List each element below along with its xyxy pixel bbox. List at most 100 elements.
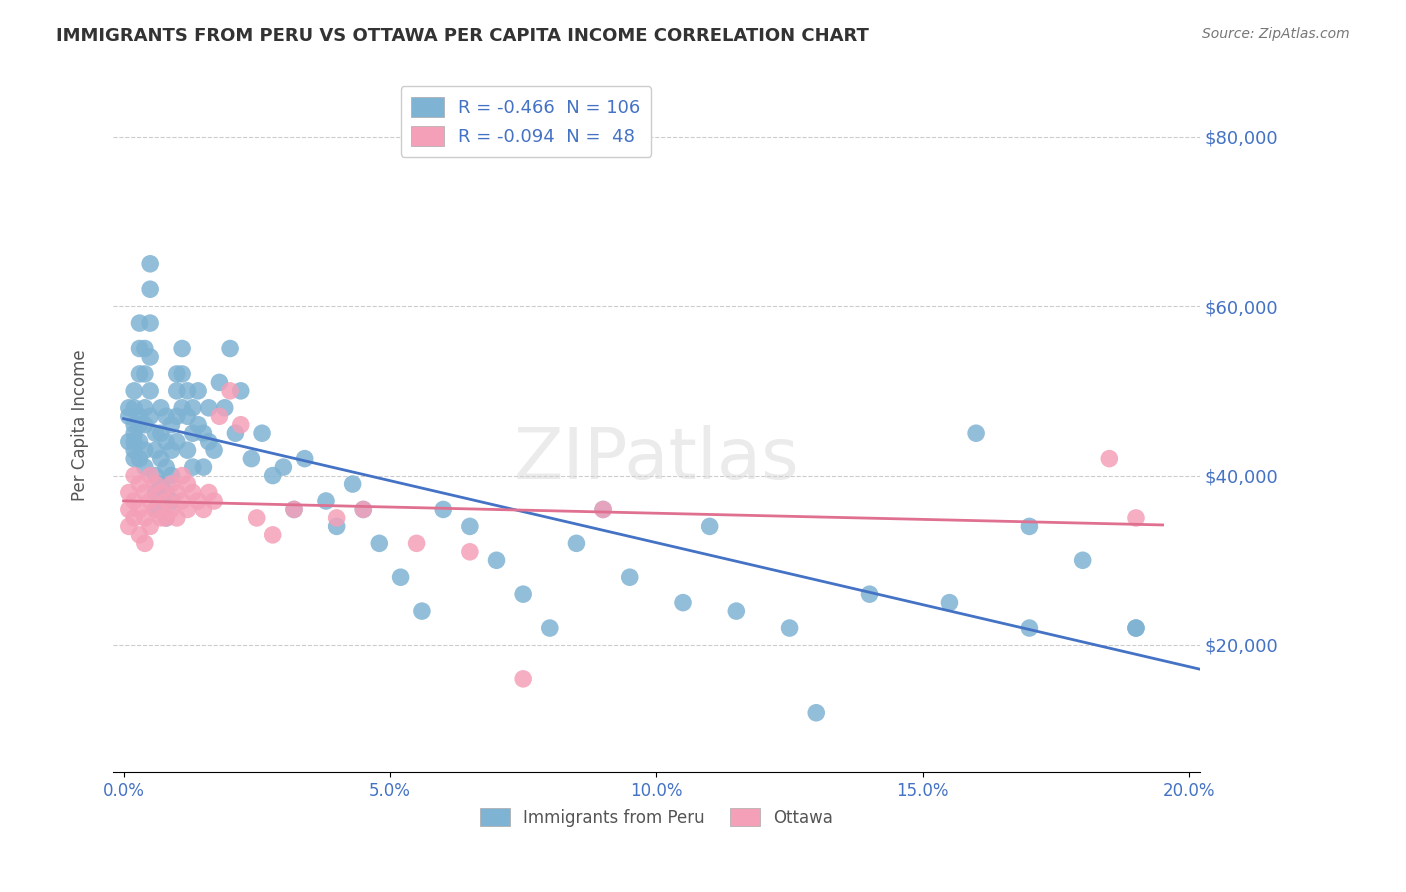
Immigrants from Peru	[122, 443, 145, 458]
Immigrants from Peru	[187, 384, 209, 398]
Immigrants from Peru	[1125, 621, 1147, 635]
Immigrants from Peru	[172, 367, 194, 381]
Ottawa	[166, 485, 188, 500]
Ottawa	[202, 494, 225, 508]
Immigrants from Peru	[779, 621, 801, 635]
Immigrants from Peru	[149, 477, 172, 491]
Ottawa	[122, 511, 145, 525]
Immigrants from Peru	[122, 401, 145, 415]
Immigrants from Peru	[187, 417, 209, 432]
Immigrants from Peru	[172, 342, 194, 356]
Immigrants from Peru	[208, 376, 231, 390]
Immigrants from Peru	[122, 426, 145, 441]
Immigrants from Peru	[128, 409, 150, 424]
Ottawa	[219, 384, 242, 398]
Immigrants from Peru	[166, 367, 188, 381]
Ottawa	[139, 468, 162, 483]
Immigrants from Peru	[181, 401, 204, 415]
Immigrants from Peru	[725, 604, 748, 618]
Ottawa	[134, 511, 156, 525]
Immigrants from Peru	[166, 409, 188, 424]
Immigrants from Peru	[145, 426, 167, 441]
Ottawa	[181, 485, 204, 500]
Immigrants from Peru	[224, 426, 246, 441]
Ottawa	[512, 672, 534, 686]
Immigrants from Peru	[155, 460, 177, 475]
Ottawa	[134, 536, 156, 550]
Ottawa	[1098, 451, 1121, 466]
Immigrants from Peru	[342, 477, 364, 491]
Immigrants from Peru	[965, 426, 987, 441]
Ottawa	[229, 417, 252, 432]
Ottawa	[325, 511, 347, 525]
Immigrants from Peru	[118, 434, 141, 449]
Ottawa	[246, 511, 269, 525]
Immigrants from Peru	[139, 409, 162, 424]
Immigrants from Peru	[134, 342, 156, 356]
Immigrants from Peru	[118, 401, 141, 415]
Ottawa	[155, 494, 177, 508]
Immigrants from Peru	[858, 587, 880, 601]
Immigrants from Peru	[458, 519, 481, 533]
Immigrants from Peru	[149, 451, 172, 466]
Ottawa	[166, 511, 188, 525]
Text: ZIPatlas: ZIPatlas	[513, 425, 799, 494]
Immigrants from Peru	[128, 342, 150, 356]
Immigrants from Peru	[134, 443, 156, 458]
Immigrants from Peru	[214, 401, 236, 415]
Immigrants from Peru	[1018, 621, 1040, 635]
Text: IMMIGRANTS FROM PERU VS OTTAWA PER CAPITA INCOME CORRELATION CHART: IMMIGRANTS FROM PERU VS OTTAWA PER CAPIT…	[56, 27, 869, 45]
Immigrants from Peru	[122, 417, 145, 432]
Text: Source: ZipAtlas.com: Source: ZipAtlas.com	[1202, 27, 1350, 41]
Immigrants from Peru	[155, 409, 177, 424]
Ottawa	[197, 485, 219, 500]
Immigrants from Peru	[160, 443, 183, 458]
Ottawa	[193, 502, 215, 516]
Immigrants from Peru	[229, 384, 252, 398]
Immigrants from Peru	[368, 536, 391, 550]
Immigrants from Peru	[176, 443, 198, 458]
Immigrants from Peru	[193, 426, 215, 441]
Ottawa	[118, 519, 141, 533]
Ottawa	[160, 477, 183, 491]
Ottawa	[592, 502, 614, 516]
Immigrants from Peru	[273, 460, 295, 475]
Y-axis label: Per Capita Income: Per Capita Income	[72, 349, 89, 500]
Immigrants from Peru	[172, 401, 194, 415]
Immigrants from Peru	[145, 485, 167, 500]
Immigrants from Peru	[145, 468, 167, 483]
Immigrants from Peru	[134, 417, 156, 432]
Immigrants from Peru	[145, 443, 167, 458]
Ottawa	[134, 485, 156, 500]
Immigrants from Peru	[672, 596, 695, 610]
Ottawa	[139, 519, 162, 533]
Immigrants from Peru	[181, 426, 204, 441]
Immigrants from Peru	[294, 451, 316, 466]
Ottawa	[128, 502, 150, 516]
Ottawa	[122, 494, 145, 508]
Ottawa	[283, 502, 305, 516]
Immigrants from Peru	[160, 494, 183, 508]
Immigrants from Peru	[1125, 621, 1147, 635]
Immigrants from Peru	[128, 451, 150, 466]
Immigrants from Peru	[176, 409, 198, 424]
Immigrants from Peru	[176, 384, 198, 398]
Ottawa	[172, 468, 194, 483]
Ottawa	[118, 485, 141, 500]
Ottawa	[139, 494, 162, 508]
Ottawa	[458, 545, 481, 559]
Ottawa	[176, 502, 198, 516]
Immigrants from Peru	[315, 494, 337, 508]
Immigrants from Peru	[202, 443, 225, 458]
Immigrants from Peru	[155, 485, 177, 500]
Immigrants from Peru	[160, 417, 183, 432]
Immigrants from Peru	[134, 460, 156, 475]
Immigrants from Peru	[806, 706, 828, 720]
Immigrants from Peru	[128, 434, 150, 449]
Immigrants from Peru	[128, 417, 150, 432]
Ottawa	[208, 409, 231, 424]
Ottawa	[122, 468, 145, 483]
Ottawa	[405, 536, 427, 550]
Immigrants from Peru	[160, 468, 183, 483]
Immigrants from Peru	[139, 350, 162, 364]
